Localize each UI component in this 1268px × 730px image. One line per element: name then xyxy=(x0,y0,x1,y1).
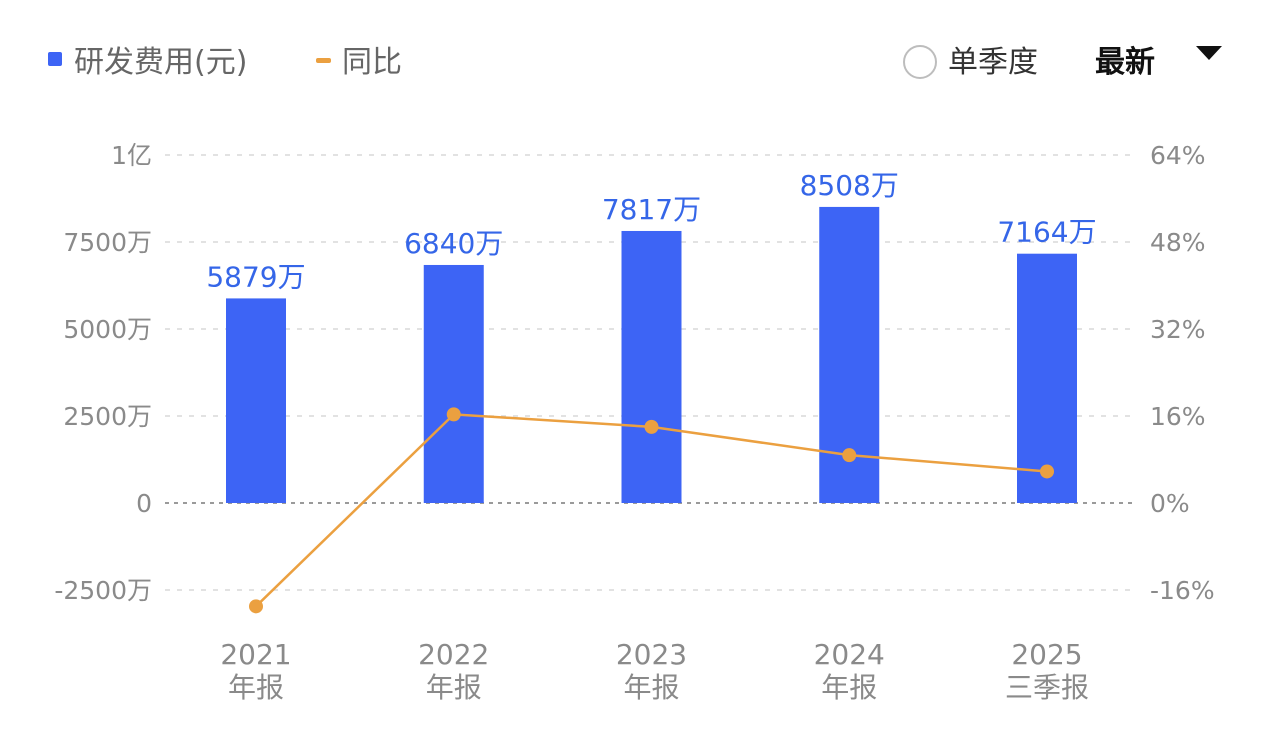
right-tick-label: 48% xyxy=(1150,228,1206,257)
bar-labels: 5879万 6840万 7817万 8508万 7164万 xyxy=(206,169,1096,293)
latest-dropdown[interactable]: 最新 xyxy=(1095,45,1222,80)
left-tick-label: 1亿 xyxy=(111,141,152,170)
category-label-period: 三季报 xyxy=(1005,671,1089,704)
right-tick-label: 0% xyxy=(1150,489,1190,518)
category-label-year: 2024 xyxy=(814,638,885,671)
legend-line-swatch xyxy=(316,58,331,63)
left-tick-label: 2500万 xyxy=(63,402,152,431)
bar-data-label: 8508万 xyxy=(800,169,899,202)
bar[interactable] xyxy=(423,264,484,503)
single-quarter-toggle[interactable]: 单季度 xyxy=(903,45,1038,80)
category-label-period: 年报 xyxy=(426,671,482,704)
latest-label[interactable]: 最新 xyxy=(1095,45,1155,80)
category-label-year: 2023 xyxy=(616,638,687,671)
category-label-period: 年报 xyxy=(821,671,877,704)
bar[interactable] xyxy=(1017,253,1077,503)
single-quarter-label[interactable]: 单季度 xyxy=(948,45,1038,80)
right-axis: 64% 48% 32% 16% 0% -16% xyxy=(1150,141,1215,605)
yoy-point[interactable] xyxy=(249,599,263,614)
right-tick-label: 64% xyxy=(1150,141,1206,170)
bar[interactable] xyxy=(621,230,682,504)
left-tick-label: -2500万 xyxy=(54,576,152,605)
bar[interactable] xyxy=(226,298,286,503)
bar-series xyxy=(226,206,1077,504)
category-label-period: 年报 xyxy=(623,671,679,704)
legend-bar-swatch xyxy=(48,52,62,66)
controls: 单季度 最新 xyxy=(903,45,1222,80)
left-tick-label: 0 xyxy=(136,489,152,518)
category-label-year: 2021 xyxy=(220,638,291,671)
yoy-point[interactable] xyxy=(842,448,857,463)
yoy-point[interactable] xyxy=(1040,464,1054,479)
right-tick-label: 16% xyxy=(1150,402,1206,431)
bar-data-label: 7817万 xyxy=(602,193,701,226)
right-tick-label: -16% xyxy=(1150,576,1215,605)
category-label-year: 2025 xyxy=(1011,638,1082,671)
legend-bar-label: 研发费用(元) xyxy=(74,45,247,80)
category-label-period: 年报 xyxy=(228,671,284,704)
left-axis: 1亿 7500万 5000万 2500万 0 -2500万 xyxy=(54,141,152,605)
radio-circle-icon[interactable] xyxy=(903,45,937,79)
bar-data-label: 7164万 xyxy=(997,216,1096,249)
left-tick-label: 7500万 xyxy=(63,228,152,257)
legend-line-label: 同比 xyxy=(342,45,402,80)
bar-data-label: 6840万 xyxy=(404,227,503,260)
bar-data-label: 5879万 xyxy=(206,260,305,293)
line-series xyxy=(249,407,1054,614)
right-tick-label: 32% xyxy=(1150,315,1206,344)
dropdown-triangle-icon[interactable] xyxy=(1196,46,1222,60)
legend: 研发费用(元) 同比 xyxy=(48,45,402,80)
yoy-point[interactable] xyxy=(446,407,461,422)
category-label-year: 2022 xyxy=(418,638,489,671)
left-tick-label: 5000万 xyxy=(63,315,152,344)
yoy-point[interactable] xyxy=(644,419,659,434)
